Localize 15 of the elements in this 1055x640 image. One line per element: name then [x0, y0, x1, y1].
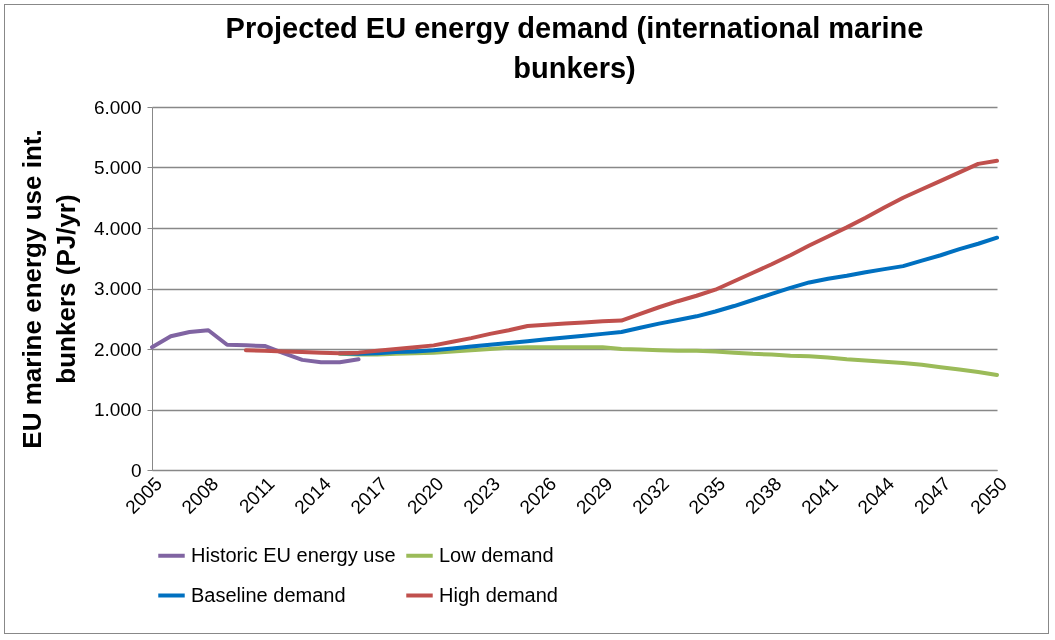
line-series [150, 328, 361, 365]
y-tick-label: 4.000 [93, 217, 142, 239]
y-tick-label: 2.000 [93, 338, 142, 360]
legend-label: High demand [439, 583, 558, 606]
legend-label: Low demand [439, 543, 554, 566]
y-tick-label: 6.000 [93, 96, 142, 118]
y-axis-title: EU marine energy use int. bunkers (PJ/yr) [16, 129, 81, 449]
chart-title: Projected EU energy demand (international marine bunkers) [225, 12, 924, 84]
y-tick-label: 1.000 [93, 399, 142, 420]
y-tick-label: 3.000 [93, 278, 142, 299]
line-series [243, 158, 999, 356]
legend-label: Baseline demand [191, 583, 346, 606]
legend-label: Historic EU energy use [191, 543, 396, 566]
y-tick-label: 0 [130, 459, 142, 481]
y-tick-label: 5.000 [93, 157, 142, 178]
